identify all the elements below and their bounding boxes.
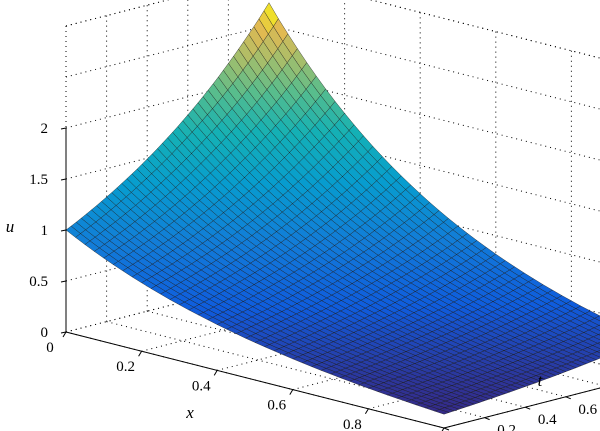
x-tick-mark — [213, 370, 218, 376]
t-tick-label: 0.2 — [497, 423, 516, 431]
z-tick-label: 0.5 — [29, 274, 48, 290]
x-tick-label: 0.8 — [343, 417, 362, 431]
grid-line — [268, 24, 600, 110]
surface-patch — [597, 342, 600, 345]
grid-line — [65, 0, 170, 27]
x-tick-mark — [138, 350, 143, 357]
x-tick-label: 0.4 — [192, 378, 211, 394]
z-tick-mark — [60, 280, 67, 283]
axes — [60, 127, 600, 431]
grid-line — [369, 0, 600, 59]
t-tick-label: 0.4 — [538, 412, 557, 428]
t-tick-mark — [484, 417, 490, 421]
grid-line — [268, 75, 600, 161]
x-tick-label: 0.2 — [116, 359, 135, 375]
x-tick-mark — [364, 408, 369, 415]
t-tick-mark — [443, 427, 450, 431]
t-axis-label: t — [538, 371, 544, 390]
surface-patch — [594, 315, 600, 322]
t-axis-line — [443, 387, 600, 429]
surface-patch — [596, 350, 600, 354]
z-tick-label: 1 — [41, 223, 49, 239]
t-tick-mark — [565, 396, 571, 400]
z-tick-label: 1.5 — [29, 172, 48, 188]
z-tick-label: 0 — [41, 325, 49, 341]
x-tick-label: 0.6 — [267, 398, 286, 414]
t-tick-label: 0.6 — [578, 402, 597, 418]
x-axis-label: x — [185, 403, 194, 422]
grid-line — [369, 0, 600, 59]
surface-mesh — [65, 2, 600, 415]
grid-line — [65, 0, 170, 27]
x-tick-mark — [62, 331, 67, 338]
surface-patch — [433, 409, 450, 415]
z-tick-mark — [60, 229, 67, 232]
t-tick-mark — [525, 406, 531, 410]
z-tick-mark — [60, 331, 67, 334]
tick-labels: 00.20.40.60.8100.20.40.60.8100.511.52 — [29, 121, 597, 431]
x-tick-label: 0 — [46, 340, 54, 356]
z-axis-label: u — [6, 217, 15, 236]
z-tick-mark — [60, 127, 67, 130]
z-tick-mark — [60, 178, 67, 181]
x-tick-mark — [289, 389, 294, 395]
x-axis-line — [65, 331, 445, 429]
surface-patch — [593, 325, 600, 331]
z-tick-label: 2 — [41, 121, 49, 137]
